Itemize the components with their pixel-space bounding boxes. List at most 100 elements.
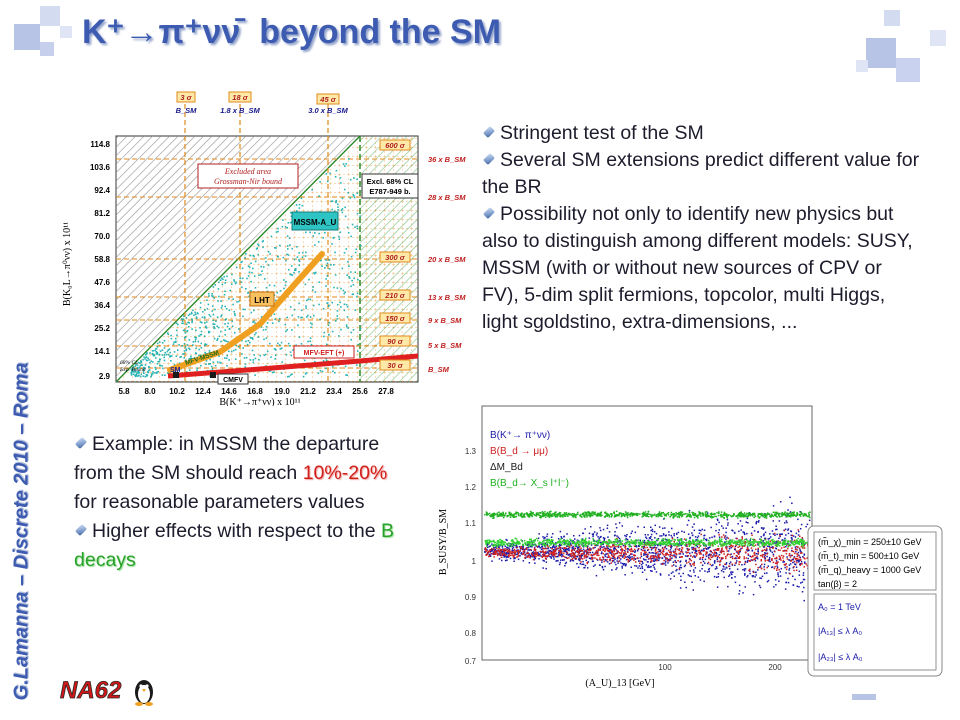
scatter-point	[183, 337, 186, 339]
scatter-point	[657, 544, 659, 547]
scatter-point	[679, 566, 681, 569]
scatter-point	[728, 542, 731, 544]
scatter-point	[217, 300, 219, 302]
scatter-point	[691, 511, 693, 514]
scatter-point	[800, 523, 803, 526]
scatter-point	[596, 544, 598, 546]
scatter-point	[643, 551, 646, 553]
scatter-point	[744, 545, 746, 547]
scatter-point	[776, 569, 778, 571]
scatter-point	[274, 247, 276, 249]
scatter-point	[569, 546, 571, 548]
scatter-point	[581, 558, 584, 560]
scatter-point	[567, 545, 569, 548]
scatter-point	[161, 349, 164, 351]
scatter-point	[631, 556, 633, 558]
scatter-point	[651, 515, 653, 517]
scatter-point	[260, 316, 263, 318]
scatter-point	[679, 553, 682, 555]
scatter-point	[708, 553, 711, 555]
scatter-point	[521, 540, 524, 543]
scatter-point	[574, 545, 577, 547]
scatter-point	[557, 545, 560, 547]
scatter-point	[778, 545, 781, 547]
scatter-point	[666, 512, 669, 515]
scatter-point	[773, 567, 776, 570]
scatter-point	[650, 570, 652, 572]
scatter-point	[614, 556, 616, 559]
scatter-point	[208, 314, 211, 316]
scatter-point	[746, 532, 748, 535]
scatter-point	[354, 251, 357, 254]
scatter-point	[647, 564, 650, 567]
scatter-point	[755, 520, 758, 523]
scatter-point	[779, 512, 781, 515]
scatter-point	[694, 575, 696, 577]
top-bsm: B_SM	[176, 106, 198, 115]
scatter-point	[533, 547, 536, 550]
scatter-point	[325, 367, 327, 370]
scatter-point	[718, 554, 721, 556]
scatter-point	[580, 561, 582, 563]
scatter-point	[631, 542, 633, 544]
scatter-point	[652, 555, 654, 557]
bullet-icon	[74, 436, 88, 450]
scatter-point	[797, 546, 799, 548]
scatter-point	[616, 567, 618, 569]
scatter-point	[562, 559, 564, 561]
scatter-point	[757, 531, 759, 533]
scatter-point	[795, 557, 797, 560]
scatter-point	[257, 253, 259, 256]
scatter-point	[737, 557, 739, 559]
scatter-point	[558, 544, 561, 546]
scatter-point	[624, 511, 627, 513]
scatter-point	[336, 318, 339, 320]
scatter-point	[717, 555, 719, 557]
scatter-point	[287, 375, 289, 378]
scatter-point	[798, 574, 801, 576]
scatter-point	[698, 543, 701, 546]
scatter-point	[356, 295, 358, 298]
scatter-point	[544, 514, 546, 517]
scatter-point	[584, 564, 587, 567]
scatter-point	[325, 285, 327, 287]
scatter-point	[517, 558, 520, 561]
scatter-point	[761, 563, 763, 566]
scatter-point	[560, 515, 562, 518]
scatter-point	[746, 561, 749, 563]
scatter-point	[572, 545, 574, 548]
scatter-point	[738, 545, 741, 548]
scatter-point	[715, 576, 718, 578]
scatter-point	[670, 572, 673, 574]
scatter-point	[685, 560, 687, 562]
scatter-point	[680, 515, 683, 518]
scatter-point	[794, 539, 796, 542]
scatter-point	[685, 545, 687, 547]
scatter-point	[214, 364, 217, 367]
scatter-point	[662, 540, 664, 543]
scatter-point	[542, 512, 545, 515]
scatter-point	[326, 262, 329, 265]
scatter-point	[305, 372, 308, 374]
scatter-point	[508, 550, 510, 552]
scatter-point	[778, 515, 780, 517]
scatter-point	[631, 553, 633, 555]
scatter-point	[616, 540, 618, 543]
scatter-point	[254, 287, 257, 289]
scatter-point	[626, 541, 629, 544]
scatter-point	[729, 553, 731, 556]
scatter-point	[496, 514, 498, 516]
scatter-point	[231, 325, 234, 328]
scatter-point	[547, 512, 550, 515]
scatter-point	[506, 559, 508, 561]
scatter-point	[183, 343, 186, 345]
scatter-point	[784, 537, 786, 540]
scatter-point	[286, 235, 289, 237]
scatter-point	[502, 540, 504, 543]
scatter-point	[545, 547, 548, 550]
y-tick: 25.2	[94, 324, 110, 333]
scatter-point	[136, 364, 139, 366]
scatter-point	[254, 333, 256, 336]
scatter-point	[136, 371, 139, 373]
scatter-point	[593, 512, 596, 514]
